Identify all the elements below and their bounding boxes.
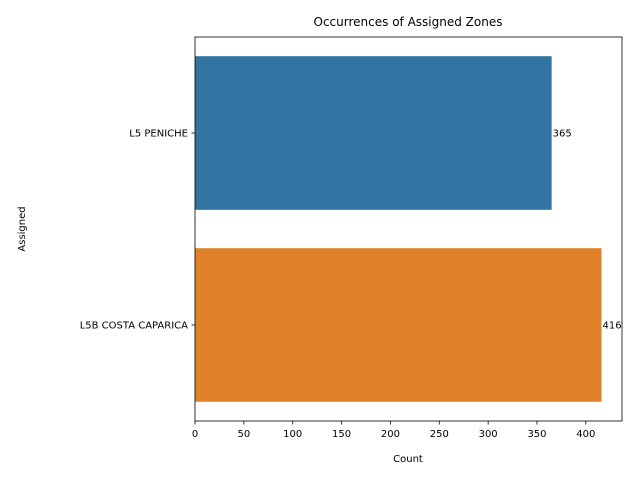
axes-layer — [194, 36, 623, 422]
chart-title: Occurrences of Assigned Zones — [314, 15, 503, 29]
data-label-1: 416 — [602, 321, 621, 332]
x-tick-label-5: 250 — [430, 429, 449, 440]
plot-frame — [194, 36, 623, 422]
x-tick-label-3: 150 — [332, 429, 351, 440]
x-tick-label-7: 350 — [527, 429, 546, 440]
bar-0 — [195, 56, 552, 210]
y-ticks-layer: L5 PENICHE L5B COSTA CAPARICA — [80, 129, 195, 332]
bar-1 — [195, 248, 602, 402]
data-label-0: 365 — [553, 129, 572, 140]
x-tick-label-4: 200 — [381, 429, 400, 440]
x-tick-label-1: 50 — [237, 429, 250, 440]
x-ticks-layer: 0 50 100 150 200 250 300 350 400 — [192, 421, 595, 440]
bars-layer — [195, 56, 602, 402]
x-tick-label-2: 100 — [283, 429, 302, 440]
x-tick-label-8: 400 — [576, 429, 595, 440]
x-axis-label: Count — [393, 454, 423, 465]
y-tick-label-1: L5B COSTA CAPARICA — [80, 321, 188, 332]
y-tick-label-0: L5 PENICHE — [129, 129, 188, 140]
y-axis-label: Assigned — [17, 206, 28, 251]
data-labels-layer: 365 416 — [553, 129, 622, 332]
x-tick-label-6: 300 — [479, 429, 498, 440]
x-tick-label-0: 0 — [192, 429, 198, 440]
